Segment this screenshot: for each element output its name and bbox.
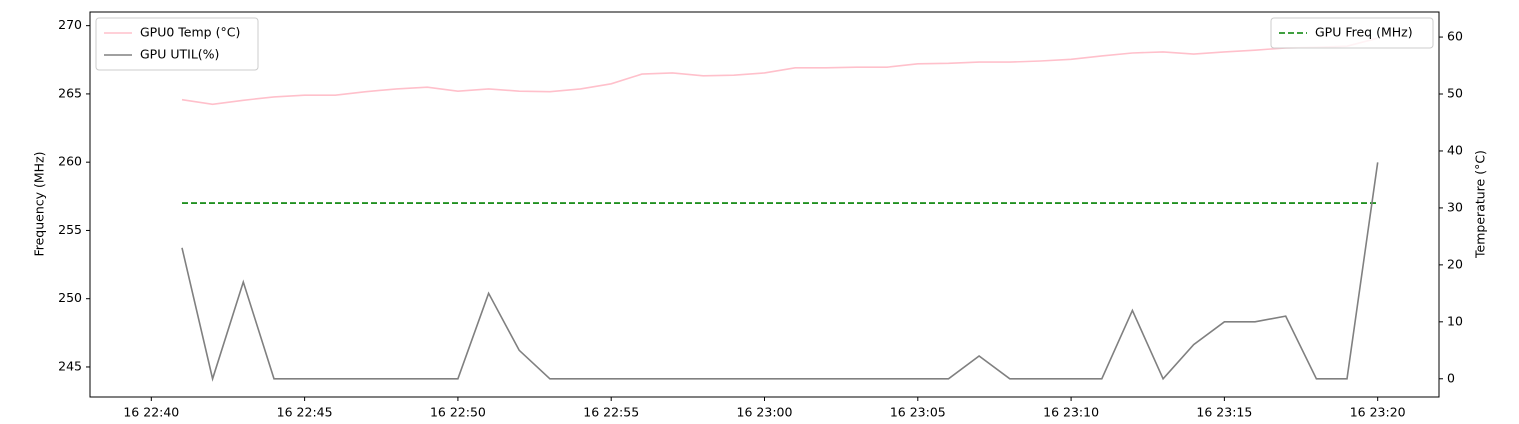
x-tick-label: 16 23:00 xyxy=(737,405,793,420)
series-line xyxy=(181,162,1379,382)
x-tick-label: 16 23:20 xyxy=(1350,405,1406,420)
y2-tick-label: 60 xyxy=(1447,29,1463,44)
x-tick-label: 16 23:10 xyxy=(1043,405,1099,420)
legend-label: GPU Freq (MHz) xyxy=(1315,25,1413,40)
x-tick-label: 16 22:40 xyxy=(123,405,179,420)
legend-box xyxy=(1270,17,1434,49)
y2-tick-label: 40 xyxy=(1447,142,1463,157)
y-tick-label: 260 xyxy=(58,154,82,169)
x-tick-label: 16 22:55 xyxy=(583,405,639,420)
y-tick-label: 255 xyxy=(58,222,82,237)
legend-label: GPU0 Temp (°C) xyxy=(140,25,240,40)
x-tick-label: 16 22:50 xyxy=(430,405,486,420)
y2-tick-label: 50 xyxy=(1447,86,1463,101)
y-axis-label: Frequency (MHz) xyxy=(32,151,47,256)
x-tick-label: 16 22:45 xyxy=(277,405,333,420)
y-tick-label: 250 xyxy=(58,290,82,305)
y2-tick-label: 30 xyxy=(1447,199,1463,214)
x-tick-label: 16 23:15 xyxy=(1196,405,1252,420)
y2-axis-label: Temperature (°C) xyxy=(1473,150,1488,259)
y-tick-label: 270 xyxy=(58,17,82,32)
y2-tick-label: 0 xyxy=(1447,370,1455,385)
series-line xyxy=(181,37,1378,106)
x-tick-label: 16 23:05 xyxy=(890,405,946,420)
y2-tick-label: 10 xyxy=(1447,313,1463,328)
y-tick-label: 245 xyxy=(58,358,82,373)
legend-label: GPU UTIL(%) xyxy=(140,47,219,62)
legend-box xyxy=(95,17,259,71)
plot-frame xyxy=(89,11,1440,398)
y-tick-label: 265 xyxy=(58,85,82,100)
y2-tick-label: 20 xyxy=(1447,256,1463,271)
